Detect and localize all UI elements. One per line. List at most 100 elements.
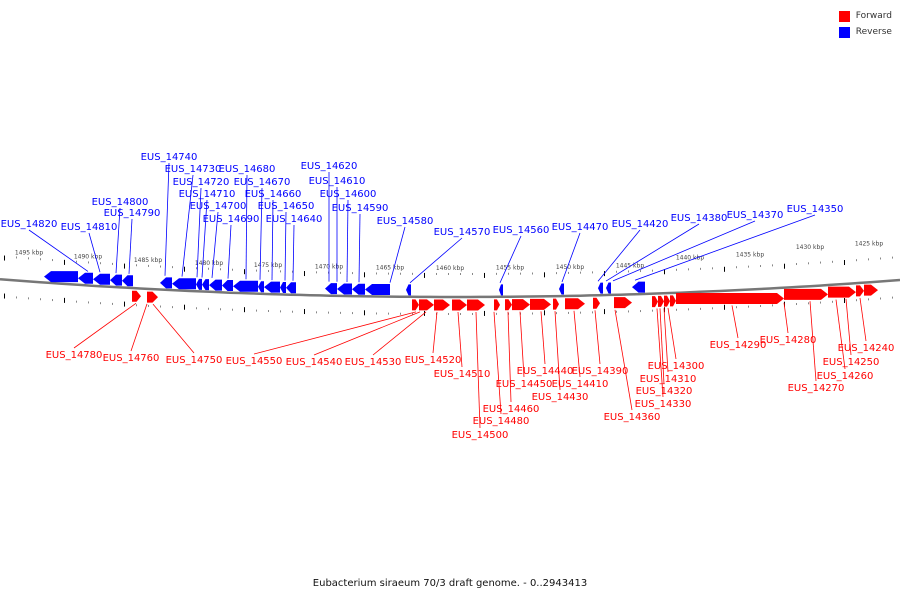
scale-tick-upper bbox=[856, 259, 857, 262]
reverse-gene-label: EUS_14610 bbox=[309, 176, 366, 187]
reverse-gene-leader bbox=[271, 199, 274, 281]
scale-tick-upper bbox=[172, 266, 173, 269]
reverse-gene-leader bbox=[389, 226, 406, 283]
forward-gene-label: EUS_14750 bbox=[166, 355, 223, 366]
scale-tick-lower bbox=[76, 300, 77, 303]
scale-tick-upper bbox=[508, 272, 509, 275]
forward-gene-leader bbox=[554, 311, 561, 391]
forward-gene-leader bbox=[540, 311, 546, 365]
scale-tick-upper bbox=[208, 267, 209, 270]
forward-gene-leader bbox=[313, 311, 421, 356]
reverse-gene-leader bbox=[358, 213, 361, 283]
scale-tick-upper bbox=[568, 271, 569, 274]
forward-gene-label: EUS_14520 bbox=[405, 355, 462, 366]
forward-gene-label: EUS_14250 bbox=[823, 357, 880, 368]
forward-gene-leader bbox=[152, 303, 195, 354]
forward-gene-leader bbox=[432, 311, 438, 354]
reverse-gene-leader bbox=[499, 235, 522, 283]
scale-tick-upper bbox=[520, 272, 521, 275]
scale-tick-lower bbox=[508, 312, 509, 315]
scale-tick-upper bbox=[724, 266, 725, 272]
reverse-gene-arrow bbox=[286, 282, 296, 294]
scale-tick-upper bbox=[220, 268, 221, 271]
scale-tick-upper bbox=[748, 265, 749, 268]
scale-tick-upper bbox=[400, 272, 401, 275]
scale-tick-upper bbox=[328, 271, 329, 274]
reverse-gene-arrow bbox=[598, 282, 603, 294]
scale-tick-upper bbox=[652, 269, 653, 272]
reverse-gene-leader bbox=[196, 187, 202, 278]
scale-tick-upper bbox=[64, 259, 65, 265]
scale-tick-lower bbox=[4, 293, 5, 299]
reverse-gene-leader bbox=[259, 187, 263, 280]
scale-tick-lower bbox=[400, 312, 401, 315]
forward-gene-leader bbox=[614, 309, 633, 411]
reverse-gene-arrow bbox=[325, 283, 337, 295]
scale-tick-upper bbox=[268, 269, 269, 272]
scale-tick-upper bbox=[544, 272, 545, 278]
forward-gene-leader bbox=[731, 305, 739, 339]
scale-label: 1440 kbp bbox=[676, 254, 704, 261]
forward-gene-leader bbox=[809, 301, 817, 382]
forward-swatch bbox=[838, 10, 850, 22]
scale-tick-lower bbox=[640, 310, 641, 313]
scale-tick-upper bbox=[52, 259, 53, 262]
scale-tick-lower bbox=[616, 310, 617, 313]
reverse-gene-label: EUS_14600 bbox=[320, 189, 377, 200]
scale-tick-lower bbox=[844, 298, 845, 304]
scale-tick-lower bbox=[676, 308, 677, 311]
scale-tick-lower bbox=[28, 297, 29, 300]
reverse-gene-leader bbox=[245, 174, 248, 280]
scale-tick-lower bbox=[688, 308, 689, 311]
scale-tick-lower bbox=[136, 304, 137, 307]
scale-tick-upper bbox=[196, 267, 197, 270]
scale-tick-lower bbox=[280, 310, 281, 313]
scale-tick-upper bbox=[40, 258, 41, 261]
reverse-gene-label: EUS_14800 bbox=[92, 197, 149, 208]
legend-forward-label: Forward bbox=[855, 11, 892, 21]
scale-tick-upper bbox=[76, 260, 77, 263]
reverse-gene-label: EUS_14820 bbox=[1, 219, 58, 230]
scale-tick-upper bbox=[664, 269, 665, 275]
scale-tick-lower bbox=[544, 310, 545, 316]
reverse-gene-arrow bbox=[209, 279, 222, 291]
forward-gene-leader bbox=[253, 311, 417, 355]
scale-tick-lower bbox=[172, 306, 173, 309]
forward-gene-label: EUS_14270 bbox=[788, 383, 845, 394]
reverse-gene-arrow bbox=[222, 280, 233, 292]
reverse-gene-leader bbox=[346, 199, 349, 283]
forward-gene-label: EUS_14440 bbox=[517, 366, 574, 377]
reverse-gene-arrow bbox=[365, 283, 390, 295]
scale-tick-lower bbox=[352, 312, 353, 315]
scale-tick-upper bbox=[472, 272, 473, 275]
scale-tick-upper bbox=[844, 260, 845, 266]
forward-gene-leader bbox=[845, 298, 852, 356]
scale-tick-upper bbox=[448, 272, 449, 275]
forward-gene-label: EUS_14780 bbox=[46, 350, 103, 361]
scale-tick-upper bbox=[88, 261, 89, 264]
forward-gene-label: EUS_14390 bbox=[572, 366, 629, 377]
scale-tick-lower bbox=[748, 305, 749, 308]
legend-forward: Forward bbox=[838, 8, 892, 24]
scale-tick-upper bbox=[244, 269, 245, 275]
scale-tick-lower bbox=[880, 297, 881, 300]
scale-tick-lower bbox=[760, 305, 761, 308]
reverse-gene-arrow bbox=[264, 281, 280, 293]
forward-gene-leader bbox=[457, 311, 463, 368]
reverse-gene-leader bbox=[561, 232, 581, 283]
scale-tick-upper bbox=[256, 269, 257, 272]
forward-gene-arrow bbox=[856, 285, 864, 297]
reverse-gene-label: EUS_14810 bbox=[61, 222, 118, 233]
scale-tick-upper bbox=[292, 270, 293, 273]
reverse-gene-leader bbox=[612, 220, 756, 282]
scale-tick-lower bbox=[568, 311, 569, 314]
forward-gene-arrow bbox=[864, 284, 878, 296]
scale-tick-upper bbox=[340, 271, 341, 274]
scale-tick-upper bbox=[100, 262, 101, 265]
reverse-gene-label: EUS_14680 bbox=[219, 164, 276, 175]
reverse-gene-label: EUS_14650 bbox=[258, 201, 315, 212]
scale-tick-upper bbox=[784, 263, 785, 269]
scale-tick-upper bbox=[616, 270, 617, 273]
forward-gene-arrow bbox=[147, 291, 158, 303]
